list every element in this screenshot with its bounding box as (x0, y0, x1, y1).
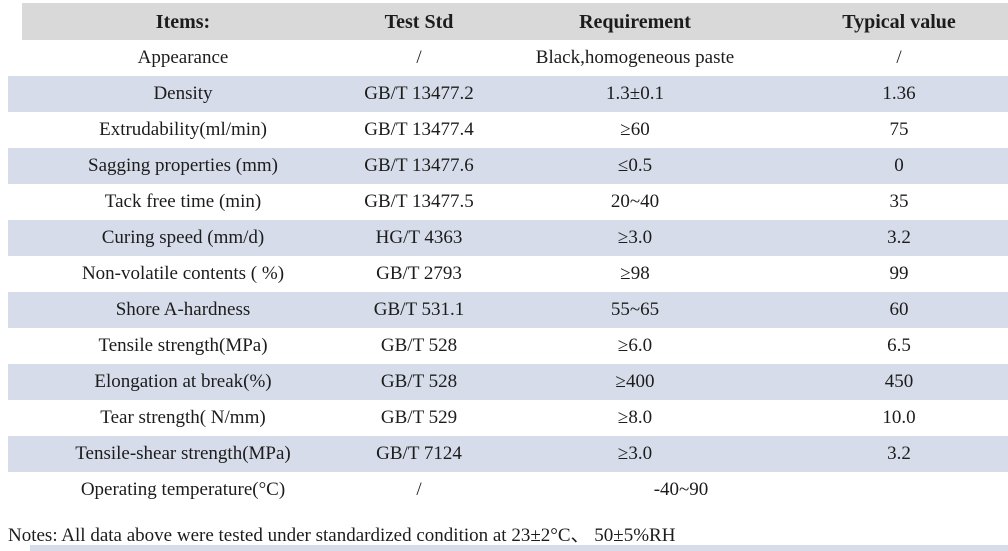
item-cell: Elongation at break(%) (8, 364, 358, 400)
item-cell: Appearance (137, 46, 229, 68)
typ-cell: 35 (889, 190, 909, 212)
req-cell: ≥3.0 (480, 220, 790, 256)
table-row-tear-strength: Tear strength( N/mm) GB/T 529 ≥8.0 10.0 (8, 400, 1008, 436)
typ-cell: 75 (889, 118, 909, 140)
req-cell: ≥8.0 (617, 406, 653, 428)
typ-cell: 60 (790, 292, 1008, 328)
req-cell: Black,homogeneous paste (535, 46, 735, 68)
item-cell: Tensile-shear strength(MPa) (8, 436, 358, 472)
std-cell: / (416, 478, 422, 500)
std-cell: GB/T 2793 (376, 262, 462, 284)
typ-cell: / (896, 46, 902, 68)
std-cell: GB/T 528 (380, 334, 458, 356)
item-cell: Tack free time (min) (104, 190, 262, 212)
header-requirement: Requirement (480, 3, 790, 40)
req-cell: ≤0.5 (480, 148, 790, 184)
req-cell: 55~65 (480, 292, 790, 328)
std-cell: GB/T 531.1 (358, 292, 480, 328)
table-row-density: Density GB/T 13477.2 1.3±0.1 1.36 (8, 76, 1008, 112)
typ-cell: 10.0 (882, 406, 916, 428)
std-cell: GB/T 529 (380, 406, 458, 428)
header-typical-value: Typical value (790, 3, 1008, 40)
item-cell: Curing speed (mm/d) (8, 220, 358, 256)
typ-cell: 3.2 (790, 436, 1008, 472)
typ-cell: 450 (790, 364, 1008, 400)
req-cell: 20~40 (610, 190, 660, 212)
table-row-tack-free-time: Tack free time (min) GB/T 13477.5 20~40 … (8, 184, 1008, 220)
header-test-std: Test Std (358, 3, 480, 40)
header-items: Items: (8, 3, 358, 40)
req-typ-merged-cell: -40~90 (653, 478, 709, 500)
item-cell: Tensile strength(MPa) (98, 334, 268, 356)
table-row-sagging: Sagging properties (mm) GB/T 13477.6 ≤0.… (8, 148, 1008, 184)
item-cell: Extrudability(ml/min) (99, 118, 267, 140)
item-cell: Operating temperature(°C) (80, 478, 286, 500)
table-row-tensile-shear: Tensile-shear strength(MPa) GB/T 7124 ≥3… (8, 436, 1008, 472)
req-cell: ≥3.0 (480, 436, 790, 472)
table-row-operating-temperature: Operating temperature(°C) / -40~90 (8, 472, 1008, 508)
spec-table: Items: Test Std Requirement Typical valu… (8, 3, 1008, 508)
std-cell: GB/T 13477.5 (364, 190, 474, 212)
std-cell: GB/T 13477.4 (364, 118, 474, 140)
typ-cell: 0 (790, 148, 1008, 184)
req-cell: 1.3±0.1 (480, 76, 790, 112)
table-row-extrudability: Extrudability(ml/min) GB/T 13477.4 ≥60 7… (8, 112, 1008, 148)
table-row-non-volatile: Non-volatile contents ( %) GB/T 2793 ≥98… (8, 256, 1008, 292)
std-cell: HG/T 4363 (358, 220, 480, 256)
table-row-tensile-strength: Tensile strength(MPa) GB/T 528 ≥6.0 6.5 (8, 328, 1008, 364)
typ-cell: 99 (889, 262, 909, 284)
item-cell: Sagging properties (mm) (8, 148, 358, 184)
req-cell: ≥6.0 (617, 334, 653, 356)
table-header-row: Items: Test Std Requirement Typical valu… (8, 3, 1008, 40)
std-cell: GB/T 7124 (358, 436, 480, 472)
table-row-shore-hardness: Shore A-hardness GB/T 531.1 55~65 60 (8, 292, 1008, 328)
item-cell: Tear strength( N/mm) (100, 406, 266, 428)
item-cell: Density (8, 76, 358, 112)
req-cell: ≥400 (480, 364, 790, 400)
std-cell: / (416, 46, 422, 68)
next-table-partial-row (30, 545, 1008, 551)
typ-cell: 1.36 (790, 76, 1008, 112)
table-row-curing-speed: Curing speed (mm/d) HG/T 4363 ≥3.0 3.2 (8, 220, 1008, 256)
req-cell: ≥98 (620, 262, 650, 284)
std-cell: GB/T 13477.6 (358, 148, 480, 184)
std-cell: GB/T 528 (358, 364, 480, 400)
req-cell: ≥60 (620, 118, 650, 140)
item-cell: Non-volatile contents ( %) (81, 262, 285, 284)
std-cell: GB/T 13477.2 (358, 76, 480, 112)
table-row-elongation: Elongation at break(%) GB/T 528 ≥400 450 (8, 364, 1008, 400)
table-row-appearance: Appearance / Black,homogeneous paste / (8, 40, 1008, 76)
item-cell: Shore A-hardness (8, 292, 358, 328)
typ-cell: 6.5 (887, 334, 911, 356)
typ-cell: 3.2 (790, 220, 1008, 256)
notes-text: Notes: All data above were tested under … (8, 525, 676, 546)
